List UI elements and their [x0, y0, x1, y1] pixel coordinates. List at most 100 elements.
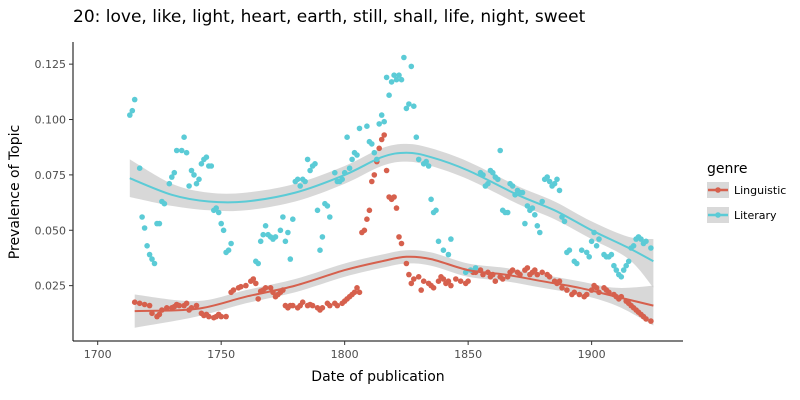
- linguistic-point: [440, 276, 447, 282]
- linguistic-point: [648, 318, 654, 324]
- literary-point: [415, 156, 422, 163]
- literary-point: [272, 234, 279, 240]
- literary-point: [408, 63, 415, 70]
- literary-point: [611, 262, 617, 269]
- linguistic-point: [376, 145, 383, 152]
- chart-title: 20: love, like, light, heart, earth, sti…: [73, 7, 586, 27]
- linguistic-point: [539, 269, 545, 276]
- linguistic-point: [327, 302, 333, 309]
- x-tick-label: 1900: [578, 348, 606, 361]
- linguistic-point: [435, 278, 442, 285]
- linguistic-point: [351, 289, 358, 296]
- literary-point: [472, 265, 479, 271]
- linguistic-point: [411, 276, 417, 282]
- literary-point: [255, 260, 261, 267]
- literary-point: [556, 187, 563, 194]
- y-axis-title: Prevalence of Topic: [7, 125, 23, 259]
- literary-point: [215, 209, 222, 216]
- literary-point: [349, 156, 355, 163]
- y-tick-label: 0.100: [35, 114, 67, 127]
- linguistic-point: [378, 136, 385, 143]
- literary-point: [620, 267, 627, 273]
- literary-point: [304, 156, 311, 163]
- linguistic-point: [164, 305, 170, 311]
- linguistic-point: [564, 287, 570, 293]
- linguistic-point: [364, 216, 370, 222]
- linguistic-point: [230, 287, 237, 293]
- literary-point: [497, 147, 504, 154]
- linguistic-confidence-band: [134, 250, 654, 328]
- literary-point: [171, 169, 178, 176]
- literary-point: [596, 236, 602, 242]
- literary-point: [618, 274, 625, 280]
- linguistic-point: [131, 299, 138, 306]
- linguistic-point: [176, 302, 182, 309]
- linguistic-point: [267, 285, 274, 291]
- literary-point: [440, 247, 447, 253]
- literary-point: [638, 236, 644, 242]
- literary-point: [403, 105, 410, 112]
- literary-point: [608, 251, 615, 258]
- linguistic-point: [509, 267, 516, 273]
- literary-point: [583, 249, 590, 256]
- linguistic-point: [556, 278, 563, 285]
- legend-title: genre: [707, 161, 747, 177]
- literary-point: [141, 225, 148, 231]
- literary-point: [388, 79, 395, 85]
- literary-point: [524, 203, 531, 209]
- literary-point: [302, 178, 308, 185]
- literary-confidence-band: [129, 143, 654, 288]
- literary-point: [391, 72, 397, 78]
- literary-point: [287, 256, 294, 262]
- literary-point: [178, 147, 185, 154]
- literary-point: [188, 167, 195, 174]
- literary-point: [319, 234, 326, 240]
- linguistic-point: [457, 278, 464, 285]
- literary-point: [554, 176, 560, 183]
- literary-point: [566, 247, 573, 253]
- literary-point: [356, 125, 363, 132]
- linguistic-point: [453, 276, 459, 282]
- literary-point: [344, 134, 350, 140]
- linguistic-point: [546, 274, 553, 280]
- linguistic-point: [290, 302, 296, 309]
- literary-point: [522, 220, 528, 227]
- x-tick-label: 1700: [84, 348, 112, 361]
- linguistic-point: [371, 172, 378, 178]
- linguistic-point: [156, 311, 163, 318]
- literary-point: [561, 218, 568, 225]
- literary-smooth-line: [129, 151, 654, 263]
- literary-point: [161, 200, 168, 207]
- literary-point: [495, 176, 501, 183]
- linguistic-point: [383, 167, 390, 174]
- literary-point: [423, 158, 430, 165]
- linguistic-point: [393, 205, 400, 211]
- literary-point: [149, 256, 155, 262]
- literary-point: [625, 258, 632, 265]
- x-axis-ticks: 1700 1750 1800 1850 1900: [84, 341, 606, 361]
- linguistic-point: [532, 267, 538, 273]
- literary-point: [136, 165, 143, 171]
- linguistic-point: [420, 278, 427, 285]
- x-tick-label: 1800: [331, 348, 359, 361]
- linguistic-point: [403, 260, 410, 267]
- literary-point: [433, 207, 439, 214]
- literary-point: [413, 134, 420, 140]
- linguistic-point: [524, 265, 531, 271]
- linguistic-point: [250, 276, 257, 282]
- linguistic-point: [136, 300, 143, 307]
- y-axis-ticks: 0.025 0.050 0.075 0.100 0.125: [35, 58, 73, 293]
- literary-point: [393, 76, 400, 83]
- literary-point: [198, 161, 205, 167]
- linguistic-point: [396, 234, 402, 240]
- literary-point: [193, 180, 200, 187]
- literary-point: [490, 169, 496, 176]
- literary-point: [371, 149, 378, 156]
- literary-point: [643, 238, 649, 245]
- literary-point: [376, 121, 383, 127]
- linguistic-legend-label: Linguistic: [734, 184, 786, 197]
- literary-point: [181, 134, 187, 140]
- literary-legend-label: Literary: [734, 209, 777, 222]
- x-tick-label: 1850: [454, 348, 482, 361]
- linguistic-point: [238, 283, 244, 290]
